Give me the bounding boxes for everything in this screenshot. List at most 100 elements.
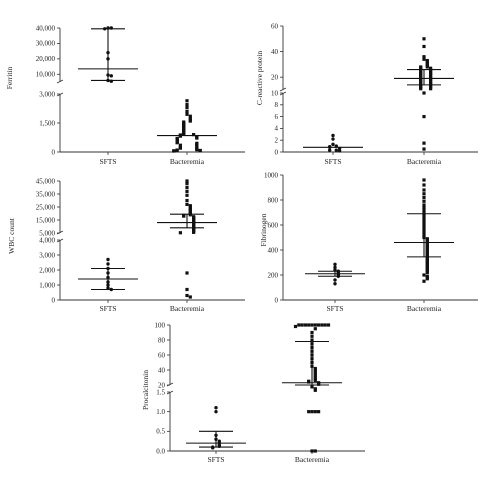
procalcitonin-bacteremia-point xyxy=(307,380,311,384)
fibrinogen-sfts-point xyxy=(333,262,337,267)
ferritin-bacteremia-point xyxy=(185,103,189,107)
fibrinogen-bacteremia-point xyxy=(422,279,426,283)
crp-bacteremia-point xyxy=(419,87,423,91)
crp-yup-tick-label-2: 60 xyxy=(271,22,279,30)
crp-yup-tick-label-0: 20 xyxy=(271,74,279,82)
fibrinogen-xcat-bacteremia: Bacteremia xyxy=(407,304,442,313)
fibrinogen-bacteremia-point xyxy=(422,192,426,196)
crp-bacteremia-point xyxy=(422,147,426,151)
ferritin-bacteremia-point xyxy=(178,143,182,147)
crp-sfts-point xyxy=(331,133,335,138)
ferritin-bacteremia-point xyxy=(195,148,199,152)
ferritin-xcat-sfts: SFTS xyxy=(99,157,116,166)
wbc-yup-tick-label-0: 5,000 xyxy=(39,229,55,237)
wbc-panel: WBC count SFTS Bacteremia xyxy=(7,217,205,313)
procalcitonin-bacteremia-point xyxy=(310,338,314,342)
ferritin-bacteremia-point xyxy=(185,99,189,103)
procalcitonin-bacteremia-point xyxy=(297,323,301,327)
procalcitonin-bacteremia-point xyxy=(313,373,317,377)
fibrinogen-bacteremia-point xyxy=(422,205,426,210)
wbc-series-bacteremia xyxy=(157,179,217,299)
crp-bacteremia-point xyxy=(422,44,426,49)
ferritin-bacteremia-point xyxy=(172,149,176,153)
ferritin-ylo-tick-label-0: 0 xyxy=(52,148,56,156)
ferritin-panel: Ferritin SFTS Bacteremia xyxy=(5,67,205,166)
wbc-bacteremia-point xyxy=(182,214,186,218)
crp-sfts-point xyxy=(334,148,338,152)
procalcitonin-bacteremia-point xyxy=(307,410,311,414)
procalcitonin-ylo-tick-label-0: 0.0 xyxy=(156,447,165,455)
procalcitonin-bacteremia-point xyxy=(310,410,314,414)
wbc-yup-tick-label-1: 15,000 xyxy=(36,216,56,224)
crp-bacteremia-point xyxy=(425,65,429,69)
procalcitonin-bacteremia-point xyxy=(310,330,314,335)
procalcitonin-sfts-point xyxy=(214,406,218,410)
wbc-bacteremia-point xyxy=(185,293,189,298)
ferritin-yup-tick-label-1: 20,000 xyxy=(36,55,56,63)
procalcitonin-bacteremia-point xyxy=(300,323,304,327)
crp-series-sfts xyxy=(303,133,363,153)
wbc-ylo-tick-label-2: 2,000 xyxy=(39,266,55,274)
procalcitonin-bacteremia-point xyxy=(310,385,314,389)
fibrinogen-series-sfts xyxy=(305,262,365,286)
ferritin-bacteremia-point xyxy=(188,116,192,120)
fibrinogen-y-tick-label-3: 600 xyxy=(268,221,279,229)
wbc-bacteremia-point xyxy=(192,230,196,234)
fibrinogen-series-bacteremia xyxy=(394,178,454,283)
ferritin-bacteremia-point xyxy=(188,114,192,118)
procalcitonin-ylo-tick-label-2: 1.0 xyxy=(156,408,165,416)
crp-ylo-tick-label-5: 10 xyxy=(271,89,279,97)
ferritin-bacteremia-point xyxy=(185,109,189,113)
crp-xcat-bacteremia: Bacteremia xyxy=(407,157,442,166)
procalcitonin-axis-break-lower xyxy=(166,390,174,395)
procalcitonin-bacteremia-point xyxy=(313,327,317,331)
procalcitonin-yup-tick-label-2: 60 xyxy=(158,351,166,359)
ferritin-yup-tick-label-0: 10,000 xyxy=(36,71,56,79)
procalcitonin-bacteremia-point xyxy=(313,410,317,414)
fibrinogen-y-tick-label-0: 0 xyxy=(275,296,279,304)
ferritin-bacteremia-point xyxy=(175,141,179,145)
crp-panel: C-reactive protein SFTS Bacteremia xyxy=(255,51,442,166)
ferritin-yup-tick-label-3: 40,000 xyxy=(36,24,56,32)
crp-bacteremia-point xyxy=(422,115,426,119)
wbc-yup-tick-label-3: 35,000 xyxy=(36,190,56,198)
fibrinogen-bacteremia-point xyxy=(425,270,429,275)
procalcitonin-bacteremia-point xyxy=(313,378,317,383)
procalcitonin-series-sfts xyxy=(186,406,246,450)
crp-ylo-tick-label-3: 6 xyxy=(275,113,279,121)
ferritin-bacteremia-point xyxy=(195,136,199,140)
crp-ylo-tick-label-0: 0 xyxy=(275,148,279,156)
fibrinogen-y-tick-label-2: 400 xyxy=(268,246,279,254)
wbc-bacteremia-point xyxy=(185,179,189,183)
ferritin-axis-break-lower xyxy=(56,92,64,97)
wbc-bacteremia-point xyxy=(185,182,189,186)
crp-axis-break-lower xyxy=(279,91,287,96)
ferritin-bacteremia-point xyxy=(182,132,186,136)
ferritin-xcat-bacteremia: Bacteremia xyxy=(170,157,205,166)
ferritin-bacteremia-point xyxy=(178,146,182,150)
procalcitonin-bacteremia-point xyxy=(310,449,314,453)
ferritin-axis-break-upper xyxy=(56,79,64,84)
wbc-ylabel: WBC count xyxy=(7,217,16,254)
wbc-yup-tick-label-2: 25,000 xyxy=(36,203,56,211)
fibrinogen-bacteremia-point xyxy=(422,188,426,192)
wbc-bacteremia-point xyxy=(185,271,189,275)
fibrinogen-panel: Fibrinogen SFTS Bacteremia xyxy=(259,213,442,313)
fibrinogen-bacteremia-point xyxy=(422,195,426,200)
fibrinogen-bacteremia-point xyxy=(422,273,426,277)
fibrinogen-y-tick-label-4: 800 xyxy=(268,196,279,204)
wbc-sfts-point xyxy=(106,262,110,266)
fibrinogen-marks: 0 200 400 600 800 1000 xyxy=(264,171,478,304)
wbc-bacteremia-point xyxy=(185,198,189,203)
fibrinogen-y-tick-label-1: 200 xyxy=(268,271,279,279)
procalcitonin-bacteremia-point xyxy=(326,323,331,327)
ferritin-bacteremia-point xyxy=(185,105,189,110)
crp-sfts-point xyxy=(337,149,342,153)
fibrinogen-bacteremia-point xyxy=(422,183,426,187)
fibrinogen-bacteremia-point xyxy=(422,208,426,212)
crp-marks: 0 2 4 6 8 10 20 40 60 xyxy=(271,22,478,156)
ferritin-sfts-point xyxy=(109,74,114,78)
ferritin-bacteremia-point xyxy=(192,133,196,137)
crp-xcat-sfts: SFTS xyxy=(324,157,341,166)
procalcitonin-marks: 0.0 0.5 1.0 1.520 40 60 80 100 xyxy=(155,321,365,455)
